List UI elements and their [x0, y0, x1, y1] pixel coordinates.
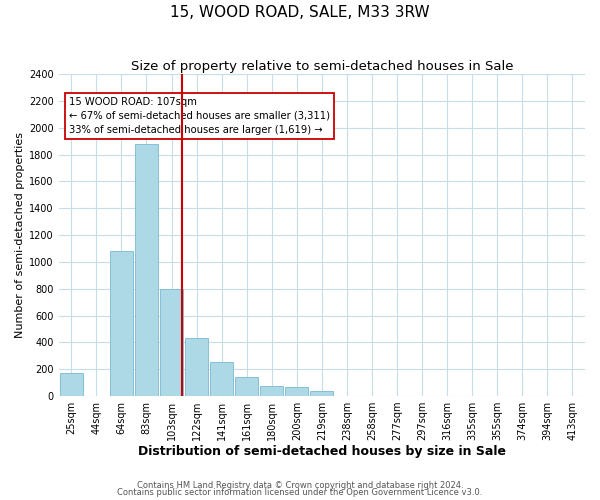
Bar — [260, 386, 283, 396]
Bar — [235, 376, 258, 396]
Text: Contains HM Land Registry data © Crown copyright and database right 2024.: Contains HM Land Registry data © Crown c… — [137, 480, 463, 490]
Bar — [60, 373, 83, 396]
Text: 15 WOOD ROAD: 107sqm
← 67% of semi-detached houses are smaller (3,311)
33% of se: 15 WOOD ROAD: 107sqm ← 67% of semi-detac… — [70, 96, 331, 134]
X-axis label: Distribution of semi-detached houses by size in Sale: Distribution of semi-detached houses by … — [138, 444, 506, 458]
Text: Contains public sector information licensed under the Open Government Licence v3: Contains public sector information licen… — [118, 488, 482, 497]
Bar — [286, 388, 308, 396]
Bar — [135, 144, 158, 396]
Y-axis label: Number of semi-detached properties: Number of semi-detached properties — [15, 132, 25, 338]
Bar — [210, 362, 233, 396]
Text: 15, WOOD ROAD, SALE, M33 3RW: 15, WOOD ROAD, SALE, M33 3RW — [170, 5, 430, 20]
Title: Size of property relative to semi-detached houses in Sale: Size of property relative to semi-detach… — [131, 60, 513, 73]
Bar — [310, 390, 334, 396]
Bar — [110, 251, 133, 396]
Bar — [160, 288, 183, 396]
Bar — [185, 338, 208, 396]
